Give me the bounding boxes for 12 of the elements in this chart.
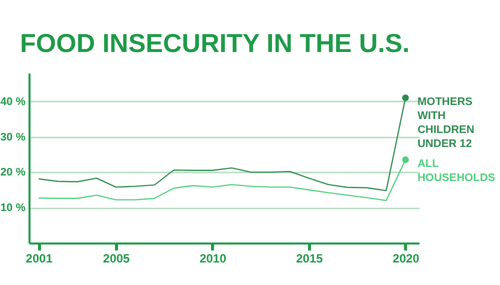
y-tick-label: 30 % — [0, 131, 26, 144]
x-tick-label: 2001 — [26, 252, 53, 266]
chart-title: FOOD INSECURITY IN THE U.S. — [20, 28, 410, 58]
y-tick-label: 10 % — [0, 202, 26, 214]
series-label: ALL HOUSEHOLDS — [417, 158, 496, 184]
x-tick-label: 2010 — [200, 252, 227, 266]
series-label: MOTHERS WITH CHILDREN UNDER 12 — [417, 96, 474, 150]
y-tick-label: 20 % — [0, 166, 26, 179]
x-tick-label: 2015 — [296, 252, 324, 266]
x-tick-label: 2020 — [392, 252, 420, 266]
x-tick-label: 2005 — [103, 252, 130, 266]
y-tick-label: 40 % — [0, 96, 26, 108]
